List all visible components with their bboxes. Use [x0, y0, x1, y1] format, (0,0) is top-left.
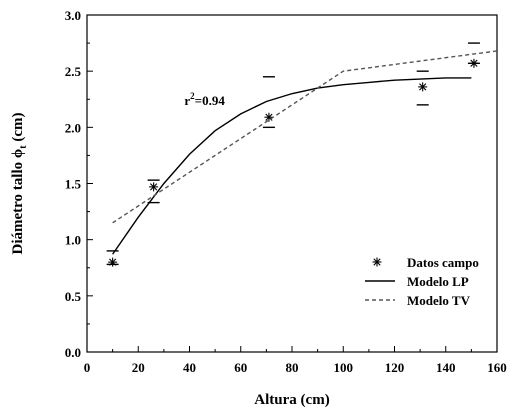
- x-tick-label: 120: [385, 360, 405, 375]
- series-modelo-lp-line: [112, 77, 472, 255]
- legend: Datos campo Modelo LP Modelo TV: [365, 255, 479, 308]
- series-datos-campo: [106, 42, 480, 267]
- legend-entry: Modelo LP: [365, 274, 469, 289]
- data-point-stroke: [149, 183, 158, 191]
- legend-label: Modelo TV: [407, 293, 471, 308]
- legend-label: Modelo LP: [407, 274, 469, 289]
- y-tick-label: 0.5: [65, 289, 82, 304]
- annotation-superscript: 2: [190, 91, 195, 101]
- y-tick-label: 3.0: [65, 8, 81, 23]
- legend-marker: [372, 257, 382, 267]
- y-tick-label: 2.0: [65, 120, 81, 135]
- legend-label: Datos campo: [407, 255, 479, 270]
- legend-entry: Datos campo: [372, 255, 479, 270]
- x-tick-label: 160: [487, 360, 507, 375]
- y-axis-title: Diámetro tallo ϕt (cm): [10, 113, 29, 255]
- data-point: [149, 182, 159, 192]
- y-tick-label: 0.0: [65, 345, 81, 360]
- y-tick-label: 1.5: [65, 177, 82, 192]
- x-tick-label: 0: [84, 360, 91, 375]
- data-point-stroke: [108, 258, 117, 266]
- x-tick-label: 140: [436, 360, 456, 375]
- x-tick-label: 40: [183, 360, 196, 375]
- annotation-prefix: r: [184, 93, 190, 108]
- axes: 0 20 40 60 80 100 120 140 160 0.0 0.5 1.0 1.5 2.0 2.5 3…: [65, 8, 507, 375]
- data-point: [108, 257, 118, 267]
- data-point-stroke: [419, 83, 427, 91]
- data-point-stroke: [470, 59, 478, 67]
- data-point: [418, 82, 428, 92]
- y-axis-title-unit: (cm): [10, 113, 26, 146]
- annotation-suffix: =0.94: [195, 93, 226, 108]
- data-point: [469, 58, 479, 68]
- x-tick-label: 100: [334, 360, 354, 375]
- y-axis-title-main: Diámetro tallo: [10, 158, 26, 254]
- series-layer: [106, 42, 498, 267]
- x-axis-title: Altura (cm): [254, 392, 329, 408]
- y-tick-label: 1.0: [65, 233, 81, 248]
- r2-annotation: r2=0.94: [184, 91, 225, 108]
- data-point-stroke: [265, 113, 273, 121]
- y-axis-title-symbol: ϕ: [10, 149, 26, 158]
- x-tick-label: 80: [286, 360, 299, 375]
- x-tick-label: 60: [234, 360, 247, 375]
- y-axis-title-subscript: t: [18, 145, 29, 149]
- legend-entry: Modelo TV: [365, 293, 471, 308]
- series-modelo-tv-line: [112, 50, 498, 224]
- x-tick-label: 20: [132, 360, 145, 375]
- y-tick-label: 2.5: [65, 64, 82, 79]
- data-point-stroke: [373, 258, 381, 266]
